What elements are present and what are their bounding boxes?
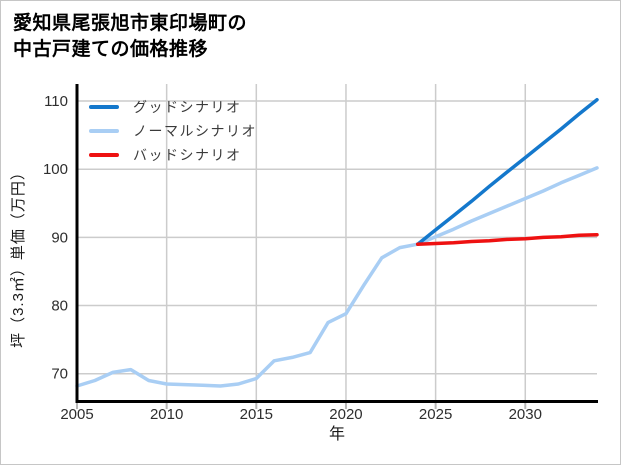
y-tick-label: 110 bbox=[44, 93, 68, 110]
legend-label-normal: ノーマルシナリオ bbox=[133, 123, 257, 139]
x-tick-label: 2025 bbox=[419, 406, 452, 423]
x-tick-label: 2030 bbox=[509, 406, 542, 423]
chart-title-line1: 愛知県尾張旭市東印場町の bbox=[13, 13, 248, 34]
legend-line-icon-normal bbox=[89, 129, 119, 133]
chart-title: 愛知県尾張旭市東印場町の 中古戸建ての価格推移 bbox=[13, 11, 247, 63]
axis-spines bbox=[75, 84, 598, 403]
chart-legend: グッドシナリオ ノーマルシナリオ バッドシナリオ bbox=[89, 95, 257, 167]
legend-line-icon-good bbox=[89, 105, 119, 109]
chart-title-line2: 中古戸建ての価格推移 bbox=[13, 39, 209, 60]
legend-item-normal: ノーマルシナリオ bbox=[89, 119, 257, 143]
x-tick-label: 2005 bbox=[60, 406, 93, 423]
series-line-good bbox=[415, 97, 599, 246]
legend-item-bad: バッドシナリオ bbox=[89, 143, 257, 167]
legend-line-icon-bad bbox=[89, 153, 119, 157]
x-tick-label: 2020 bbox=[329, 406, 362, 423]
y-tick-label: 80 bbox=[51, 298, 68, 315]
x-tick-label: 2010 bbox=[150, 406, 183, 423]
y-axis-label: 坪（3.3㎡）単価（万円） bbox=[10, 164, 27, 348]
y-tick-label: 90 bbox=[51, 229, 68, 246]
y-tick-label: 70 bbox=[51, 366, 68, 383]
y-tick-label: 100 bbox=[43, 161, 68, 178]
legend-label-good: グッドシナリオ bbox=[133, 99, 242, 115]
legend-label-bad: バッドシナリオ bbox=[133, 147, 242, 163]
x-axis-label: 年 bbox=[329, 425, 345, 443]
series-line-normal bbox=[75, 166, 599, 388]
series-line-bad bbox=[415, 232, 599, 246]
legend-item-good: グッドシナリオ bbox=[89, 95, 257, 119]
x-tick-label: 2015 bbox=[240, 406, 273, 423]
